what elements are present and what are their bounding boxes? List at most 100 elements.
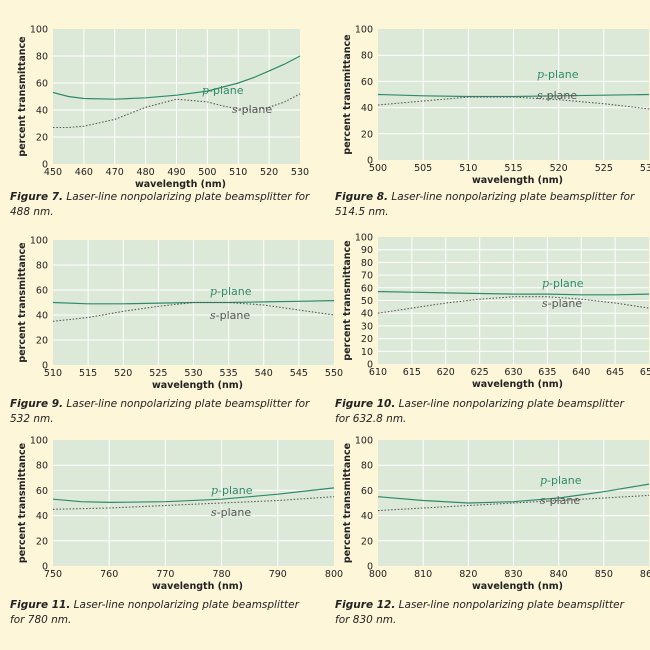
x-axis-label: wavelength (nm) xyxy=(472,175,563,186)
p-plane-line xyxy=(52,55,301,100)
x-axis-label: wavelength (nm) xyxy=(152,380,243,391)
chart-figure-9: 750 760 770 780 790 800 0 20 40 60 80 100 wavelength… xyxy=(17,436,343,593)
x-tick-label: 510 xyxy=(44,368,62,379)
s-plane-line xyxy=(377,96,650,110)
y-tick-label: 0 xyxy=(42,160,48,171)
p-plane-label: p-plane xyxy=(202,84,244,97)
x-tick-label: 640 xyxy=(572,367,590,378)
figure-caption-text: Laser-line nonpolarizing plate beamsplit… xyxy=(10,398,310,425)
x-tick-label: 530 xyxy=(291,167,309,178)
s-plane-label: s-plane xyxy=(537,89,577,102)
chart-figure-12: 800 810 820 830 840 850 860 0 20 40 60 80 100 wavelen… xyxy=(342,436,650,593)
x-tick-label: 615 xyxy=(403,367,421,378)
p-plane-line xyxy=(377,291,650,296)
x-tick-label: 830 xyxy=(504,569,522,580)
x-tick-label: 760 xyxy=(100,569,118,580)
x-tick-label: 810 xyxy=(414,569,432,580)
s-plane-label: s-plane xyxy=(210,309,250,322)
caption-figure-11: Figure 10. Laser-line nonpolarizing plat… xyxy=(335,397,635,427)
y-tick-label: 100 xyxy=(355,233,373,244)
y-tick-label: 100 xyxy=(355,25,373,36)
s-plane-label: s-plane xyxy=(232,103,272,116)
y-axis-label: percent transmittance xyxy=(17,443,28,563)
figure-caption-text: Laser-line nonpolarizing plate beamsplit… xyxy=(10,599,299,626)
p-plane-line xyxy=(52,487,335,504)
chart-figure-8: 510 515 520 525 530 535 540 545 550 0 20 40 60 80 100 w… xyxy=(17,236,343,392)
x-tick-label: 460 xyxy=(75,167,93,178)
chart-panel-figure-8: 510 515 520 525 530 535 540 545 550 0 20 40 60 80 100 w… xyxy=(10,232,343,432)
s-plane-line xyxy=(52,496,335,510)
y-tick-label: 80 xyxy=(361,51,373,62)
x-tick-label: 800 xyxy=(369,569,387,580)
chart-panel-figure-12: 800 810 820 830 840 850 860 0 20 40 60 80 100 wavelen… xyxy=(335,432,650,632)
s-plane-line xyxy=(377,494,650,512)
p-plane-label: p-plane xyxy=(537,68,579,81)
caption-figure-7: Figure 7. Laser-line nonpolarizing plate… xyxy=(10,190,310,220)
caption-figure-10: Figure 8. Laser-line nonpolarizing plate… xyxy=(335,190,635,220)
x-tick-label: 520 xyxy=(260,167,278,178)
x-tick-label: 545 xyxy=(290,368,308,379)
y-tick-label: 100 xyxy=(30,25,48,36)
chart-panel-figure-7: 450 460 470 480 490 500 510 520 530 0 20 40 60 80 100 w… xyxy=(10,15,310,219)
x-tick-label: 550 xyxy=(325,368,343,379)
x-tick-label: 645 xyxy=(606,367,624,378)
x-tick-label: 540 xyxy=(255,368,273,379)
x-tick-label: 770 xyxy=(156,569,174,580)
caption-figure-9: Figure 11. Laser-line nonpolarizing plat… xyxy=(10,598,310,628)
x-tick-label: 625 xyxy=(471,367,489,378)
chart-panel-figure-9: 750 760 770 780 790 800 0 20 40 60 80 100 wavelength… xyxy=(10,432,343,632)
y-tick-label: 100 xyxy=(30,236,48,247)
x-tick-label: 470 xyxy=(106,167,124,178)
x-axis-label: wavelength (nm) xyxy=(135,179,226,190)
p-plane-line xyxy=(52,300,335,305)
x-tick-label: 630 xyxy=(504,367,522,378)
y-tick-label: 80 xyxy=(36,461,48,472)
x-tick-label: 450 xyxy=(44,167,62,178)
x-tick-label: 850 xyxy=(595,569,613,580)
y-tick-label: 40 xyxy=(361,511,373,522)
y-tick-label: 0 xyxy=(367,562,373,573)
y-tick-label: 80 xyxy=(36,261,48,272)
y-tick-label: 60 xyxy=(361,77,373,88)
x-tick-label: 515 xyxy=(79,368,97,379)
chart-panel-figure-10: 500 505 510 515 520 525 530 0 20 40 60 80 100 wavelen… xyxy=(335,15,650,219)
x-tick-label: 635 xyxy=(538,367,556,378)
p-plane-label: p-plane xyxy=(542,277,584,290)
figure-number: Figure 11. xyxy=(10,599,71,611)
y-tick-label: 40 xyxy=(361,309,373,320)
y-tick-label: 0 xyxy=(42,562,48,573)
x-tick-label: 790 xyxy=(269,569,287,580)
figure-number: Figure 12. xyxy=(335,599,396,611)
x-tick-label: 520 xyxy=(550,163,568,174)
figure-caption-text: Laser-line nonpolarizing plate beamsplit… xyxy=(335,191,635,218)
x-tick-label: 610 xyxy=(369,367,387,378)
y-tick-label: 80 xyxy=(36,52,48,63)
y-tick-label: 20 xyxy=(361,334,373,345)
y-tick-label: 60 xyxy=(36,486,48,497)
figure-caption-text: Laser-line nonpolarizing plate beamsplit… xyxy=(335,599,624,626)
p-plane-label: p-plane xyxy=(211,484,253,497)
y-tick-label: 10 xyxy=(361,347,373,358)
y-tick-label: 60 xyxy=(361,486,373,497)
x-tick-label: 860 xyxy=(640,569,650,580)
p-plane-line xyxy=(377,93,650,98)
s-plane-label: s-plane xyxy=(540,494,580,507)
y-tick-label: 100 xyxy=(30,436,48,447)
y-tick-label: 20 xyxy=(36,336,48,347)
y-axis-label: percent transmittance xyxy=(342,34,353,154)
figure-caption-text: Laser-line nonpolarizing plate beamsplit… xyxy=(10,191,310,218)
y-tick-label: 40 xyxy=(361,103,373,114)
x-tick-label: 780 xyxy=(213,569,231,580)
caption-figure-12: Figure 12. Laser-line nonpolarizing plat… xyxy=(335,598,635,628)
y-tick-label: 90 xyxy=(361,245,373,256)
p-plane-label: p-plane xyxy=(540,474,582,487)
x-tick-label: 800 xyxy=(325,569,343,580)
p-plane-line xyxy=(377,483,650,504)
y-tick-label: 70 xyxy=(361,271,373,282)
x-tick-label: 530 xyxy=(184,368,202,379)
figure-number: Figure 7. xyxy=(10,191,64,203)
x-tick-label: 750 xyxy=(44,569,62,580)
x-tick-label: 490 xyxy=(167,167,185,178)
s-plane-label: s-plane xyxy=(542,297,582,310)
